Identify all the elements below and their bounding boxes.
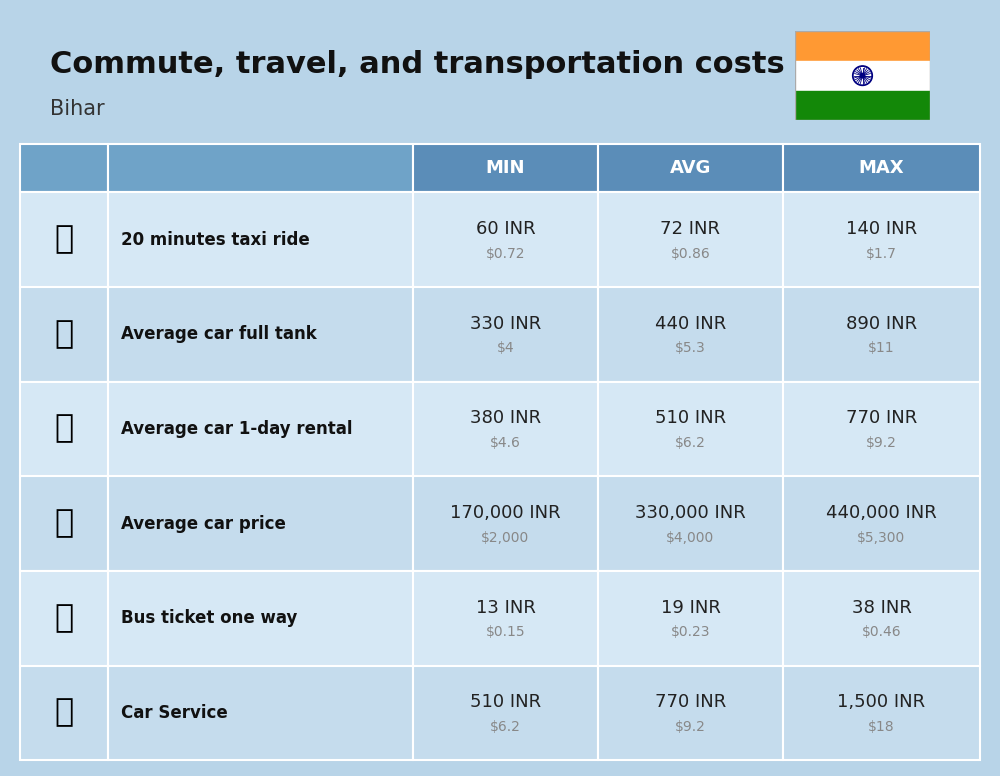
- Text: $1.7: $1.7: [866, 247, 897, 261]
- Text: MIN: MIN: [486, 159, 525, 177]
- Bar: [413, 382, 598, 476]
- Bar: [108, 382, 413, 476]
- Bar: [783, 287, 980, 382]
- Text: $6.2: $6.2: [675, 436, 706, 450]
- Text: $0.15: $0.15: [486, 625, 525, 639]
- Bar: [413, 666, 598, 760]
- Bar: [20, 144, 108, 192]
- Bar: [598, 476, 783, 571]
- Text: 510 INR: 510 INR: [470, 693, 541, 712]
- Text: 170,000 INR: 170,000 INR: [450, 504, 561, 522]
- Bar: [783, 476, 980, 571]
- Bar: [20, 571, 108, 666]
- Bar: [20, 287, 108, 382]
- Text: $0.46: $0.46: [862, 625, 901, 639]
- Text: $9.2: $9.2: [866, 436, 897, 450]
- Text: $0.72: $0.72: [486, 247, 525, 261]
- Text: Average car 1-day rental: Average car 1-day rental: [121, 420, 352, 438]
- Bar: [20, 192, 108, 287]
- Bar: [795, 61, 930, 91]
- Text: Average car price: Average car price: [121, 514, 286, 533]
- Text: $18: $18: [868, 720, 895, 734]
- Text: $0.23: $0.23: [671, 625, 710, 639]
- Bar: [413, 192, 598, 287]
- Text: Commute, travel, and transportation costs: Commute, travel, and transportation cost…: [50, 50, 785, 79]
- Text: $9.2: $9.2: [675, 720, 706, 734]
- Text: Average car full tank: Average car full tank: [121, 325, 317, 344]
- Text: 72 INR: 72 INR: [660, 220, 720, 238]
- Bar: [598, 571, 783, 666]
- Bar: [783, 571, 980, 666]
- Text: $6.2: $6.2: [490, 720, 521, 734]
- Bar: [598, 192, 783, 287]
- Text: $4,000: $4,000: [666, 531, 715, 545]
- Text: 19 INR: 19 INR: [661, 598, 720, 617]
- Text: 510 INR: 510 INR: [655, 409, 726, 428]
- Text: 330,000 INR: 330,000 INR: [635, 504, 746, 522]
- Text: 🚌: 🚌: [54, 603, 74, 634]
- Text: 770 INR: 770 INR: [846, 409, 917, 428]
- Text: $5.3: $5.3: [675, 341, 706, 355]
- Bar: [108, 666, 413, 760]
- Text: 20 minutes taxi ride: 20 minutes taxi ride: [121, 230, 310, 249]
- Circle shape: [853, 66, 872, 85]
- Text: $4.6: $4.6: [490, 436, 521, 450]
- Text: 13 INR: 13 INR: [476, 598, 535, 617]
- Circle shape: [854, 68, 871, 84]
- Text: $11: $11: [868, 341, 895, 355]
- Circle shape: [860, 74, 865, 78]
- Text: 🔧: 🔧: [54, 698, 74, 729]
- Bar: [783, 144, 980, 192]
- Text: MAX: MAX: [859, 159, 904, 177]
- Text: $4: $4: [497, 341, 514, 355]
- Bar: [108, 287, 413, 382]
- Bar: [598, 144, 783, 192]
- Text: 🚕: 🚕: [54, 224, 74, 255]
- Bar: [108, 192, 413, 287]
- Bar: [20, 666, 108, 760]
- Bar: [413, 287, 598, 382]
- Bar: [413, 571, 598, 666]
- Bar: [783, 192, 980, 287]
- Text: $5,300: $5,300: [857, 531, 906, 545]
- Text: Car Service: Car Service: [121, 704, 228, 722]
- Bar: [413, 144, 598, 192]
- Bar: [795, 31, 930, 61]
- Text: 440,000 INR: 440,000 INR: [826, 504, 937, 522]
- Text: $2,000: $2,000: [481, 531, 530, 545]
- Text: 60 INR: 60 INR: [476, 220, 535, 238]
- Text: 38 INR: 38 INR: [852, 598, 911, 617]
- Bar: [20, 382, 108, 476]
- Bar: [108, 144, 413, 192]
- Bar: [108, 571, 413, 666]
- Text: 890 INR: 890 INR: [846, 314, 917, 333]
- Bar: [413, 476, 598, 571]
- Text: 🚙: 🚙: [54, 414, 74, 445]
- Bar: [598, 287, 783, 382]
- Bar: [20, 476, 108, 571]
- Bar: [598, 666, 783, 760]
- Bar: [598, 382, 783, 476]
- Text: 140 INR: 140 INR: [846, 220, 917, 238]
- Bar: [783, 382, 980, 476]
- Text: 1,500 INR: 1,500 INR: [837, 693, 926, 712]
- Bar: [108, 476, 413, 571]
- Text: AVG: AVG: [670, 159, 711, 177]
- Text: Bus ticket one way: Bus ticket one way: [121, 609, 297, 628]
- Bar: [795, 91, 930, 120]
- Text: ⛽: ⛽: [54, 319, 74, 350]
- Text: $0.86: $0.86: [671, 247, 710, 261]
- Text: Bihar: Bihar: [50, 99, 105, 120]
- Text: 440 INR: 440 INR: [655, 314, 726, 333]
- Text: 770 INR: 770 INR: [655, 693, 726, 712]
- Text: 🚗: 🚗: [54, 508, 74, 539]
- Text: 330 INR: 330 INR: [470, 314, 541, 333]
- Text: 380 INR: 380 INR: [470, 409, 541, 428]
- Bar: [783, 666, 980, 760]
